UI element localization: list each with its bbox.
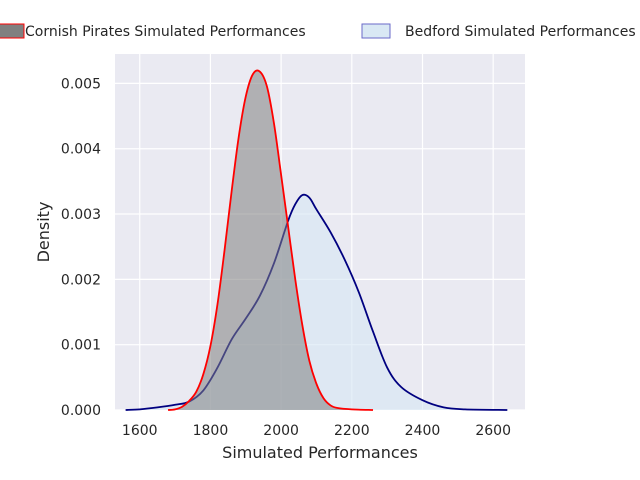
x-tick-label: 1600 [122,423,158,439]
legend-swatch [0,23,25,39]
y-tick-label: 0.000 [61,403,101,419]
legend-swatch [361,23,391,39]
bedford-simulated-performances-area [125,194,508,410]
x-axis-ticks: 1600 1800 2000 2200 2400 2600 [122,423,511,439]
cornish-pirates-simulated-performances-area [168,70,374,411]
y-tick-label: 0.005 [61,76,101,92]
y-tick-label: 0.003 [61,207,101,223]
y-tick-label: 0.002 [61,272,101,288]
y-axis-label: Density [34,202,53,263]
y-axis-ticks: 0.000 0.001 0.002 0.003 0.004 0.005 [61,76,101,419]
x-axis-label: Simulated Performances [222,443,418,462]
legend-label: Cornish Pirates Simulated Performances [25,24,306,40]
legend: Cornish Pirates Simulated Performances Be… [0,23,636,40]
density-areas [125,69,508,411]
legend-label: Bedford Simulated Performances [405,24,636,40]
x-tick-label: 2600 [475,423,511,439]
x-tick-label: 2200 [334,423,370,439]
y-tick-label: 0.001 [61,338,101,354]
x-tick-label: 2400 [405,423,441,439]
cornish-pirates-simulated-performances-line [167,69,374,411]
x-tick-label: 2000 [263,423,299,439]
x-tick-label: 1800 [193,423,229,439]
y-tick-label: 0.004 [61,142,101,158]
